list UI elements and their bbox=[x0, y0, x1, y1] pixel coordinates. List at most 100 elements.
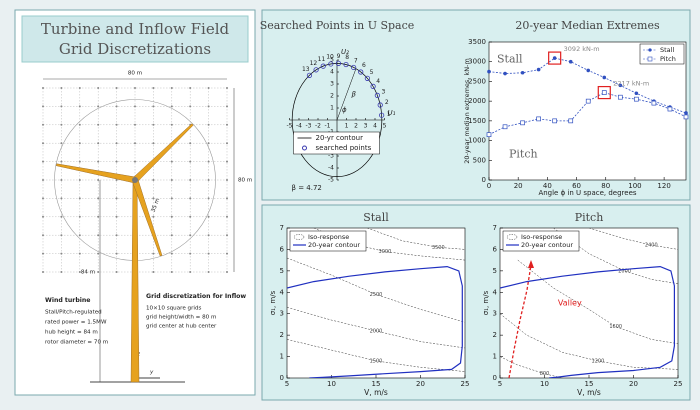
iso-label: 3500 bbox=[432, 245, 445, 251]
x-tick-label: 60 bbox=[572, 182, 581, 190]
iso-line bbox=[500, 356, 563, 378]
marker bbox=[601, 90, 607, 95]
x-tick-label: -4 bbox=[296, 123, 302, 130]
legend-box bbox=[502, 230, 580, 252]
iso-line bbox=[517, 259, 678, 344]
grid-node bbox=[134, 160, 136, 163]
grid-node bbox=[78, 160, 81, 163]
grid-node bbox=[115, 123, 118, 126]
annotation: β bbox=[351, 90, 356, 98]
grid-node bbox=[97, 234, 100, 237]
grid-node bbox=[226, 179, 228, 181]
grid-node bbox=[60, 197, 63, 200]
grid-node bbox=[170, 105, 173, 108]
grid-node bbox=[60, 87, 63, 89]
grid-node bbox=[97, 179, 100, 181]
point-label: 5 bbox=[370, 69, 374, 76]
grid-node bbox=[42, 271, 44, 273]
grid-node bbox=[207, 252, 210, 255]
diagram-title-box bbox=[21, 15, 249, 63]
point-label: 6 bbox=[362, 62, 366, 69]
grid-node bbox=[60, 252, 63, 255]
y-tick-label: 5 bbox=[493, 267, 497, 275]
y-tick-label: -4 bbox=[328, 165, 334, 172]
grid-node bbox=[42, 179, 44, 181]
grid-node bbox=[115, 179, 118, 181]
point bbox=[328, 61, 334, 67]
grid-node bbox=[207, 87, 210, 89]
x-tick-label: 3 bbox=[364, 123, 368, 130]
grid-node bbox=[115, 87, 118, 89]
marker bbox=[602, 75, 607, 80]
x-tick-label: 25 bbox=[674, 380, 683, 388]
y-axis-label: σ₁, m/s bbox=[482, 290, 490, 315]
annotation: β = 4.72 bbox=[292, 184, 322, 192]
grid-node bbox=[170, 87, 173, 89]
iso-line bbox=[287, 307, 465, 349]
point bbox=[313, 67, 319, 73]
y-tick-label: 3 bbox=[280, 310, 284, 318]
y-tick-label: 500 bbox=[473, 156, 486, 164]
point bbox=[377, 102, 383, 108]
marker bbox=[520, 70, 525, 75]
x-tick-label: 15 bbox=[372, 380, 381, 388]
marker bbox=[585, 98, 591, 104]
y-tick-label: 4 bbox=[330, 69, 334, 76]
y-tick-label: 3 bbox=[493, 310, 497, 318]
chart-title: Searched Points in U Space bbox=[260, 19, 415, 32]
grid-node bbox=[226, 271, 228, 273]
grid-node bbox=[170, 252, 173, 255]
grid-heading: Grid discretization for Inflow bbox=[146, 293, 246, 300]
grid-node bbox=[152, 123, 155, 126]
marker bbox=[486, 132, 492, 138]
marker bbox=[586, 68, 591, 73]
x-tick-label: 15 bbox=[585, 380, 594, 388]
point bbox=[351, 64, 357, 71]
grid-node bbox=[60, 271, 63, 273]
marker bbox=[568, 59, 573, 64]
diagram-title: Turbine and Inflow Field bbox=[41, 20, 230, 38]
point bbox=[364, 75, 370, 81]
grid-node bbox=[226, 105, 228, 108]
grid-node bbox=[189, 160, 192, 163]
grid-node bbox=[97, 160, 100, 163]
dimension-label: 80 m bbox=[128, 71, 142, 77]
y-tick-label: 1000 bbox=[468, 137, 486, 145]
y-tick-label: 2 bbox=[493, 331, 497, 339]
grid-node bbox=[170, 271, 173, 273]
grid-node bbox=[115, 252, 118, 255]
grid-node bbox=[226, 215, 228, 218]
grid-node bbox=[152, 142, 155, 145]
x-tick-label: 5 bbox=[498, 380, 502, 388]
marker bbox=[552, 56, 557, 60]
grid-node bbox=[207, 197, 210, 200]
grid-node bbox=[115, 142, 118, 145]
grid-node bbox=[78, 197, 81, 200]
x-tick-label: 25 bbox=[461, 380, 470, 388]
marker bbox=[667, 106, 673, 112]
legend-label: Pitch bbox=[660, 55, 676, 63]
y-tick-label: 5 bbox=[330, 57, 334, 64]
y-tick-label: 7 bbox=[493, 224, 497, 232]
grid-node bbox=[189, 215, 192, 218]
grid-node bbox=[97, 142, 100, 145]
grid-node bbox=[134, 123, 136, 126]
plot-layer: 2400 2000 1600 1200 800 bbox=[500, 228, 678, 378]
beta-line bbox=[336, 68, 357, 121]
x-tick-label: 4 bbox=[373, 123, 377, 130]
grid-node bbox=[207, 142, 210, 145]
marker bbox=[502, 124, 508, 130]
y-tick-label: 0 bbox=[482, 176, 486, 184]
dimension-label: 80 m bbox=[238, 178, 252, 184]
marker bbox=[568, 118, 574, 124]
grid-node bbox=[42, 215, 44, 218]
point bbox=[335, 60, 342, 66]
marker bbox=[684, 111, 688, 115]
grid-node bbox=[189, 179, 192, 181]
contour bbox=[291, 63, 383, 177]
x-tick-label: 120 bbox=[657, 182, 670, 190]
y-tick-label: 4 bbox=[280, 288, 285, 296]
grid-node bbox=[42, 252, 44, 255]
grid-node bbox=[170, 234, 173, 237]
